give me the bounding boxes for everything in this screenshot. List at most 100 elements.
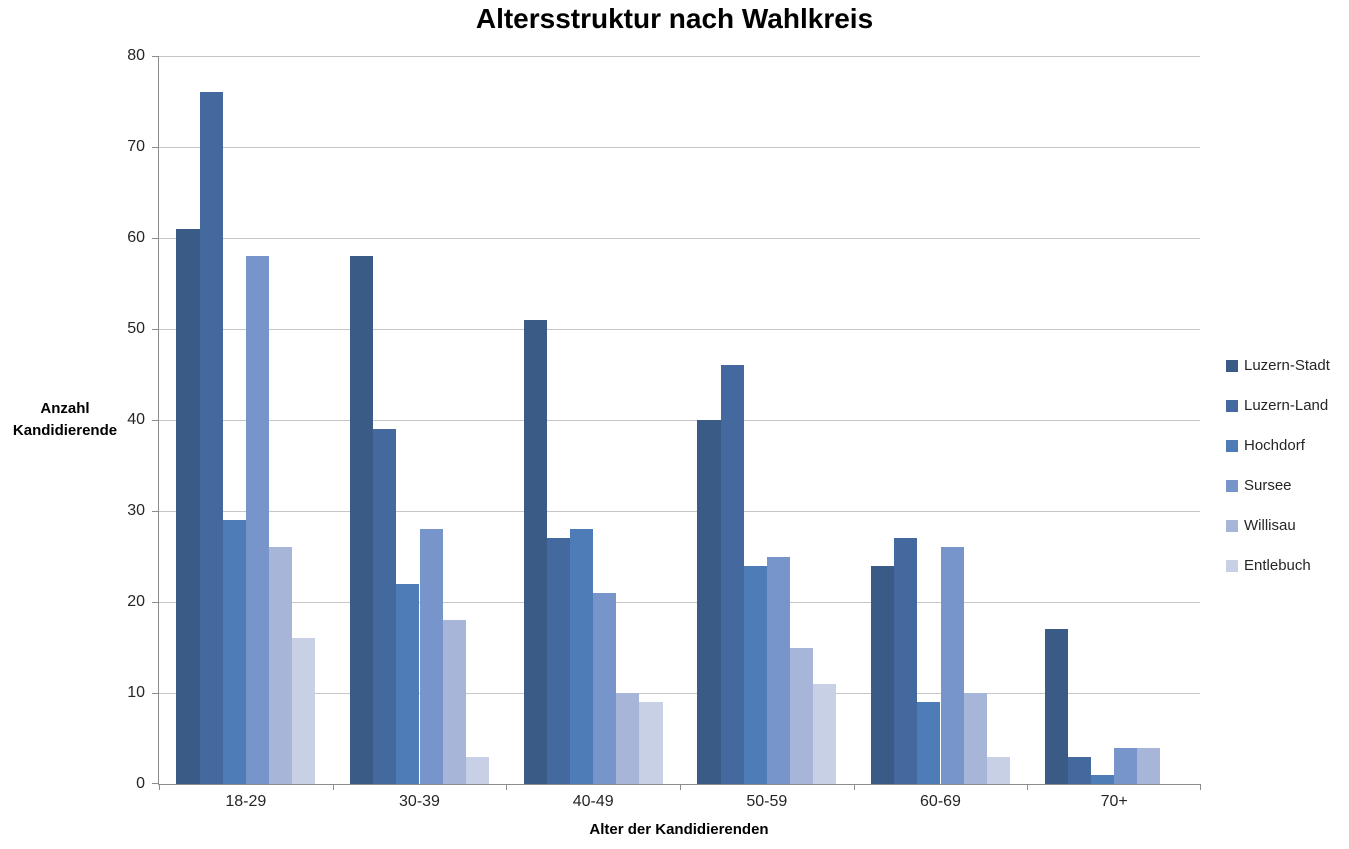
y-tick-label: 40 bbox=[127, 411, 145, 428]
y-axis-tick bbox=[152, 238, 159, 239]
x-axis-tick bbox=[159, 784, 160, 790]
plot-area: 0 10 20 30 40 50 60 70 80 18-29 30-39 40-49 50-59 60-… bbox=[127, 47, 1201, 810]
legend-item-luzern-stadt: Luzern-Stadt bbox=[1226, 357, 1330, 374]
gridline bbox=[159, 511, 1200, 512]
y-tick-label: 70 bbox=[127, 138, 145, 155]
bar-willisau-60-69 bbox=[963, 693, 987, 784]
bar-sursee-18-29 bbox=[245, 256, 269, 784]
legend-item-hochdorf: Hochdorf bbox=[1226, 437, 1330, 454]
x-axis-title: Alter der Kandidierenden bbox=[589, 821, 769, 838]
x-axis-tick bbox=[1027, 784, 1029, 790]
bar-entlebuch-30-39 bbox=[465, 756, 489, 784]
y-tick-label: 50 bbox=[127, 320, 145, 337]
bar-sursee-70+ bbox=[1114, 747, 1138, 784]
chart-title: Altersstruktur nach Wahlkreis bbox=[475, 3, 874, 34]
x-category-label: 50-59 bbox=[746, 793, 788, 810]
legend-label: Hochdorf bbox=[1244, 437, 1305, 454]
legend-label: Luzern-Land bbox=[1244, 397, 1329, 414]
legend-item-luzern-land: Luzern-Land bbox=[1226, 397, 1330, 414]
bar-sursee-30-39 bbox=[419, 529, 443, 784]
gridline bbox=[159, 420, 1200, 421]
bar-luzern-land-18-29 bbox=[199, 92, 223, 784]
legend-item-entlebuch: Entlebuch bbox=[1226, 557, 1330, 574]
y-tick-label: 0 bbox=[136, 775, 145, 792]
bar-entlebuch-40-49 bbox=[639, 702, 663, 784]
legend-swatch bbox=[1226, 399, 1238, 412]
y-tick-label: 20 bbox=[127, 593, 145, 610]
x-axis-tick bbox=[1200, 784, 1201, 790]
bar-willisau-50-59 bbox=[789, 647, 814, 784]
bar-willisau-70+ bbox=[1137, 747, 1161, 784]
y-axis-title-line1: Anzahl bbox=[40, 400, 90, 417]
x-category-label: 60-69 bbox=[920, 793, 961, 810]
bar-hochdorf-30-39 bbox=[396, 583, 420, 784]
y-tick-label: 30 bbox=[127, 502, 145, 519]
y-axis-tick bbox=[152, 420, 159, 421]
bar-entlebuch-18-29 bbox=[292, 638, 316, 784]
bar-entlebuch-50-59 bbox=[813, 683, 837, 784]
bar-luzern-stadt-70+ bbox=[1044, 629, 1068, 784]
legend-swatch bbox=[1226, 479, 1238, 492]
legend-label: Luzern-Stadt bbox=[1244, 357, 1330, 374]
bar-sursee-50-59 bbox=[766, 556, 790, 784]
gridline bbox=[159, 56, 1200, 57]
bar-luzern-land-40-49 bbox=[546, 538, 570, 784]
y-axis-tick bbox=[152, 147, 159, 148]
legend-swatch bbox=[1226, 519, 1238, 532]
bar-sursee-60-69 bbox=[940, 547, 964, 784]
y-axis-title: Anzahl Kandidierende bbox=[6, 398, 124, 442]
y-axis-title-line2: Kandidierende bbox=[12, 422, 118, 439]
legend-label: Sursee bbox=[1244, 477, 1292, 494]
x-axis-tick bbox=[506, 784, 508, 790]
gridline bbox=[159, 602, 1200, 603]
bar-luzern-land-70+ bbox=[1067, 756, 1091, 784]
y-axis-tick bbox=[152, 602, 159, 603]
y-axis-tick bbox=[152, 511, 159, 512]
legend: Luzern-Stadt Luzern-Land Hochdorf Sursee Wil… bbox=[1226, 357, 1330, 597]
bar-luzern-land-50-59 bbox=[720, 365, 744, 784]
gridline bbox=[159, 147, 1200, 148]
x-category-label: 18-29 bbox=[225, 793, 267, 810]
legend-swatch bbox=[1226, 439, 1238, 452]
y-axis-tick bbox=[152, 693, 159, 694]
bar-luzern-stadt-18-29 bbox=[176, 228, 200, 784]
bar-luzern-land-30-39 bbox=[373, 429, 397, 784]
bar-willisau-18-29 bbox=[268, 547, 293, 784]
gridline bbox=[159, 238, 1200, 239]
x-axis-tick bbox=[332, 784, 334, 790]
y-tick-label: 10 bbox=[127, 684, 145, 701]
bar-hochdorf-50-59 bbox=[743, 565, 767, 784]
y-axis-tick bbox=[152, 56, 159, 57]
y-axis-tick bbox=[152, 329, 159, 330]
legend-swatch bbox=[1226, 559, 1238, 572]
y-tick-label: 80 bbox=[127, 47, 145, 64]
bar-luzern-stadt-40-49 bbox=[523, 319, 547, 784]
bar-willisau-40-49 bbox=[616, 693, 640, 784]
x-axis-tick bbox=[680, 784, 681, 790]
y-axis-tick bbox=[152, 783, 159, 784]
y-tick-label: 60 bbox=[127, 229, 145, 246]
bar-entlebuch-60-69 bbox=[986, 756, 1010, 784]
bar-hochdorf-70+ bbox=[1091, 774, 1115, 784]
bar-sursee-40-49 bbox=[593, 592, 617, 784]
bar-luzern-stadt-60-69 bbox=[871, 565, 895, 784]
x-axis-tick bbox=[853, 784, 855, 790]
x-category-label: 30-39 bbox=[399, 793, 440, 810]
bar-hochdorf-60-69 bbox=[917, 702, 941, 784]
bar-luzern-land-60-69 bbox=[894, 538, 918, 784]
bar-luzern-stadt-30-39 bbox=[350, 256, 374, 784]
bar-willisau-30-39 bbox=[442, 620, 466, 784]
legend-item-willisau: Willisau bbox=[1226, 517, 1330, 534]
legend-item-sursee: Sursee bbox=[1226, 477, 1330, 494]
legend-label: Willisau bbox=[1244, 517, 1296, 534]
gridline bbox=[159, 329, 1200, 330]
legend-swatch bbox=[1226, 359, 1238, 372]
x-category-label: 70+ bbox=[1100, 793, 1128, 810]
gridline bbox=[159, 693, 1200, 694]
legend-label: Entlebuch bbox=[1244, 557, 1311, 574]
bar-hochdorf-40-49 bbox=[570, 529, 594, 784]
bar-luzern-stadt-50-59 bbox=[697, 420, 721, 784]
bar-hochdorf-18-29 bbox=[222, 520, 246, 784]
x-category-label: 40-49 bbox=[572, 793, 614, 810]
